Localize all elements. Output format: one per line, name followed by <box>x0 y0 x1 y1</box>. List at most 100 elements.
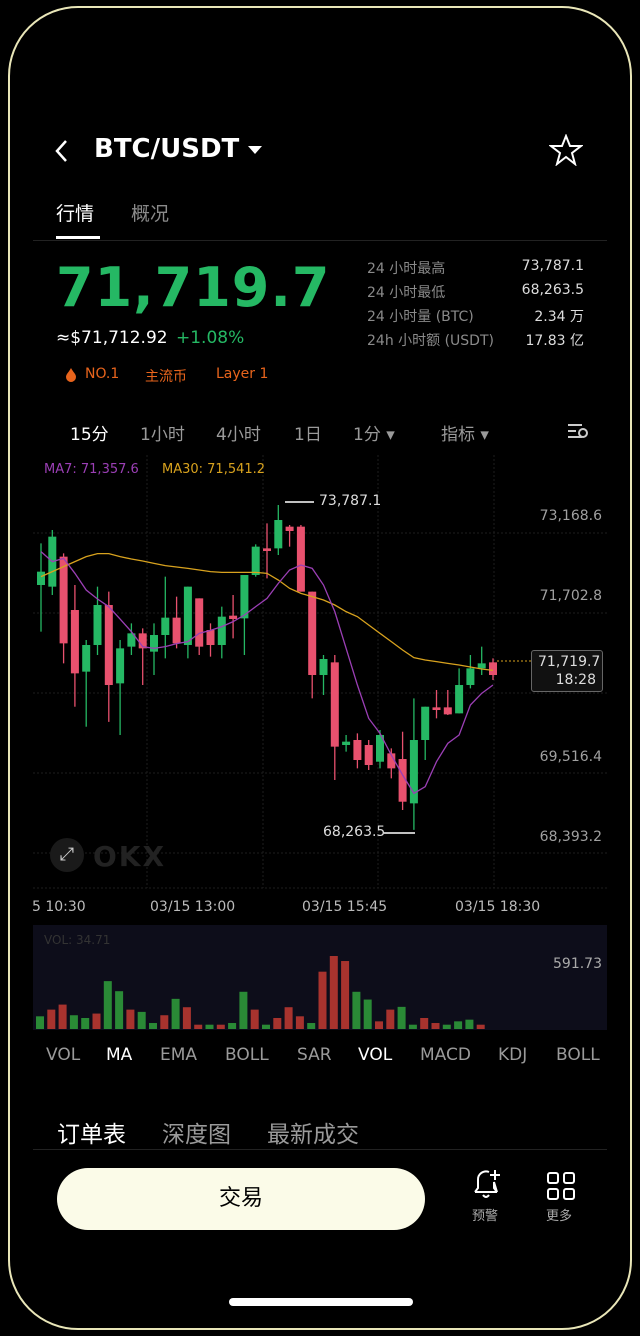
candle-body <box>477 663 486 669</box>
current-price: 71,719.7 <box>538 654 601 670</box>
ma30-legend: MA30: 71,541.2 <box>162 462 266 477</box>
candle-body <box>398 759 407 802</box>
volume-bar <box>386 1009 395 1029</box>
candle-body <box>443 707 452 715</box>
candle-body <box>455 685 464 714</box>
current-price-box: 71,719.7 18:28 <box>531 650 603 692</box>
volume-bar <box>476 1024 485 1029</box>
indicator-dropdown[interactable]: 指标 ▾ <box>441 425 489 445</box>
last-price: 71,719.7 <box>56 256 331 319</box>
candle-body <box>330 662 339 747</box>
timeframe-1h[interactable]: 1小时 <box>140 425 185 445</box>
change-percent: +1.08% <box>176 328 245 348</box>
tab-depth[interactable]: 深度图 <box>162 1122 231 1148</box>
indicator-tab[interactable]: EMA <box>160 1045 198 1065</box>
indicator-tab[interactable]: SAR <box>297 1045 332 1065</box>
chart-settings-icon[interactable] <box>567 422 589 440</box>
divider <box>33 240 607 241</box>
volume-bar <box>137 1011 146 1029</box>
candle-body <box>195 598 204 647</box>
volume-bar <box>375 1021 383 1029</box>
volume-bar <box>295 1016 304 1029</box>
indicator-tab[interactable]: KDJ <box>498 1045 528 1065</box>
back-icon[interactable] <box>52 138 72 164</box>
volume-bar <box>307 1023 316 1029</box>
indicator-tab[interactable]: VOL <box>358 1045 393 1065</box>
candle-body <box>319 659 328 676</box>
tag-layer1[interactable]: Layer 1 <box>216 366 269 382</box>
volume-bar <box>273 1017 282 1029</box>
timeframe-dropdown[interactable]: 1分 ▾ <box>353 425 395 445</box>
ma30-line <box>40 553 494 672</box>
timeframe-1d[interactable]: 1日 <box>294 425 322 445</box>
x-tick: 03/15 13:00 <box>150 899 236 915</box>
more-grid-icon[interactable] <box>546 1171 576 1201</box>
volume-bar <box>329 956 338 1029</box>
candle-body <box>274 520 283 549</box>
volume-bar <box>442 1024 451 1029</box>
y-tick: 71,702.8 <box>539 588 602 604</box>
tag-rank[interactable]: NO.1 <box>85 366 120 382</box>
candlestick-chart[interactable] <box>0 0 640 1040</box>
volume-chart <box>36 956 485 1029</box>
candle-body <box>432 707 441 711</box>
volume-bar <box>149 1023 157 1029</box>
tab-market[interactable]: 行情 <box>56 203 95 225</box>
indicator-tab[interactable]: MA <box>106 1045 133 1065</box>
candle-body <box>387 753 396 769</box>
stat-value: 73,787.1 <box>521 258 584 274</box>
alert-bell-icon[interactable] <box>470 1168 504 1200</box>
volume-bar <box>81 1017 90 1029</box>
volume-bar <box>103 981 112 1029</box>
stat-value: 17.83 亿 <box>525 333 584 349</box>
trade-button[interactable]: 交易 <box>57 1168 425 1230</box>
candle-body <box>251 546 260 576</box>
volume-bar <box>250 1009 259 1029</box>
candle-body <box>364 745 373 766</box>
tab-overview[interactable]: 概况 <box>131 203 170 225</box>
timeframe-4h[interactable]: 4小时 <box>216 425 261 445</box>
stat-label: 24 小时最高 <box>367 261 446 277</box>
pair-title[interactable]: BTC/USDT <box>94 134 240 164</box>
volume-bar <box>431 1023 440 1029</box>
candle-body <box>138 633 147 649</box>
indicator-tab[interactable]: BOLL <box>225 1045 269 1065</box>
indicator-tab[interactable]: MACD <box>420 1045 471 1065</box>
candle-body <box>466 668 475 686</box>
candle-body <box>308 591 317 676</box>
volume-bar <box>194 1024 203 1029</box>
volume-bar <box>397 1006 406 1029</box>
tab-trades[interactable]: 最新成交 <box>267 1122 359 1148</box>
volume-bar <box>160 1015 169 1029</box>
ma7-legend: MA7: 71,357.6 <box>44 462 139 477</box>
volume-bar <box>454 1021 463 1029</box>
low-label: 68,263.5 <box>323 824 386 840</box>
candle-body <box>59 556 68 644</box>
star-icon[interactable] <box>549 134 583 166</box>
volume-bar <box>262 1024 270 1029</box>
volume-bar <box>318 971 327 1029</box>
caret-down-icon[interactable] <box>247 144 263 156</box>
fullscreen-icon[interactable]: ⤢ <box>50 838 84 872</box>
candle-body <box>489 662 497 676</box>
tab-orderbook[interactable]: 订单表 <box>57 1122 126 1148</box>
candle-body <box>353 740 362 761</box>
okx-watermark: OKX <box>93 840 167 873</box>
stat-value: 2.34 万 <box>534 309 584 325</box>
volume-bar <box>92 1013 101 1029</box>
x-tick: 5 10:30 <box>32 899 86 915</box>
alert-label[interactable]: 预警 <box>472 1209 499 1224</box>
candle-body <box>229 615 238 620</box>
x-tick: 03/15 15:45 <box>302 899 388 915</box>
tag-mainstream[interactable]: 主流币 <box>145 369 187 385</box>
more-label[interactable]: 更多 <box>546 1209 573 1224</box>
usd-price: ≈$71,712.92 <box>56 328 168 348</box>
fire-icon <box>66 368 76 382</box>
volume-bar <box>182 1007 191 1029</box>
indicator-tab[interactable]: BOLL <box>556 1045 600 1065</box>
home-indicator[interactable] <box>229 1298 413 1306</box>
volume-legend: VOL: 34.71 <box>44 933 111 947</box>
indicator-tab[interactable]: VOL <box>46 1045 81 1065</box>
volume-bar <box>420 1017 429 1029</box>
timeframe-15m[interactable]: 15分 <box>70 425 109 445</box>
